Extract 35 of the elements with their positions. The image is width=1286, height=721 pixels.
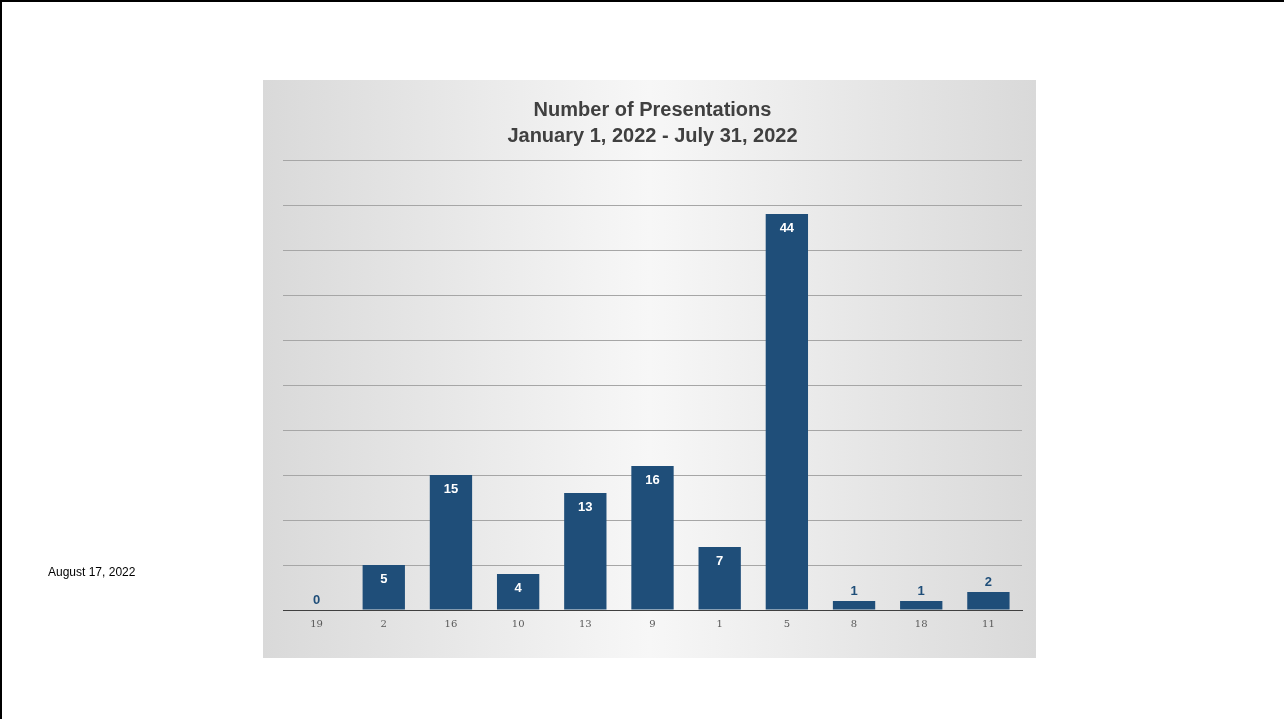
x-tick-label: 11 [982,617,995,629]
data-label: 1 [850,582,858,598]
bar [429,475,473,610]
chart-subtitle: January 1, 2022 - July 31, 2022 [507,123,798,146]
data-label: 5 [380,570,388,586]
bar [631,466,674,610]
x-tick-label: 5 [783,617,791,629]
data-label: 0 [312,591,321,607]
data-label: 4 [514,579,523,595]
data-label: 44 [779,219,795,235]
data-label: 15 [443,480,459,496]
bar [362,565,405,610]
x-tick-label: 13 [578,617,592,629]
bar [765,214,809,610]
data-label: 16 [645,471,660,487]
x-tick-label: 16 [444,617,458,629]
data-label: 7 [716,552,724,568]
x-tick-label: 2 [380,617,387,629]
bar [832,601,876,610]
bar [564,493,607,610]
x-tick-label: 1 [716,617,723,629]
bar [698,547,741,610]
x-tick-label: 10 [511,617,525,629]
x-tick-label: 19 [310,617,323,629]
data-label: 2 [984,573,993,589]
data-label: 1 [917,582,925,598]
x-tick-label: 8 [850,617,858,629]
bar [496,574,540,610]
data-label: 13 [578,498,593,514]
bar [900,601,943,610]
x-tick-label: 9 [649,617,656,629]
chart-title: Number of Presentations [533,97,772,120]
text: August 17, 2022 [48,565,136,579]
x-tick-label: 18 [914,617,928,629]
bar [967,592,1010,610]
